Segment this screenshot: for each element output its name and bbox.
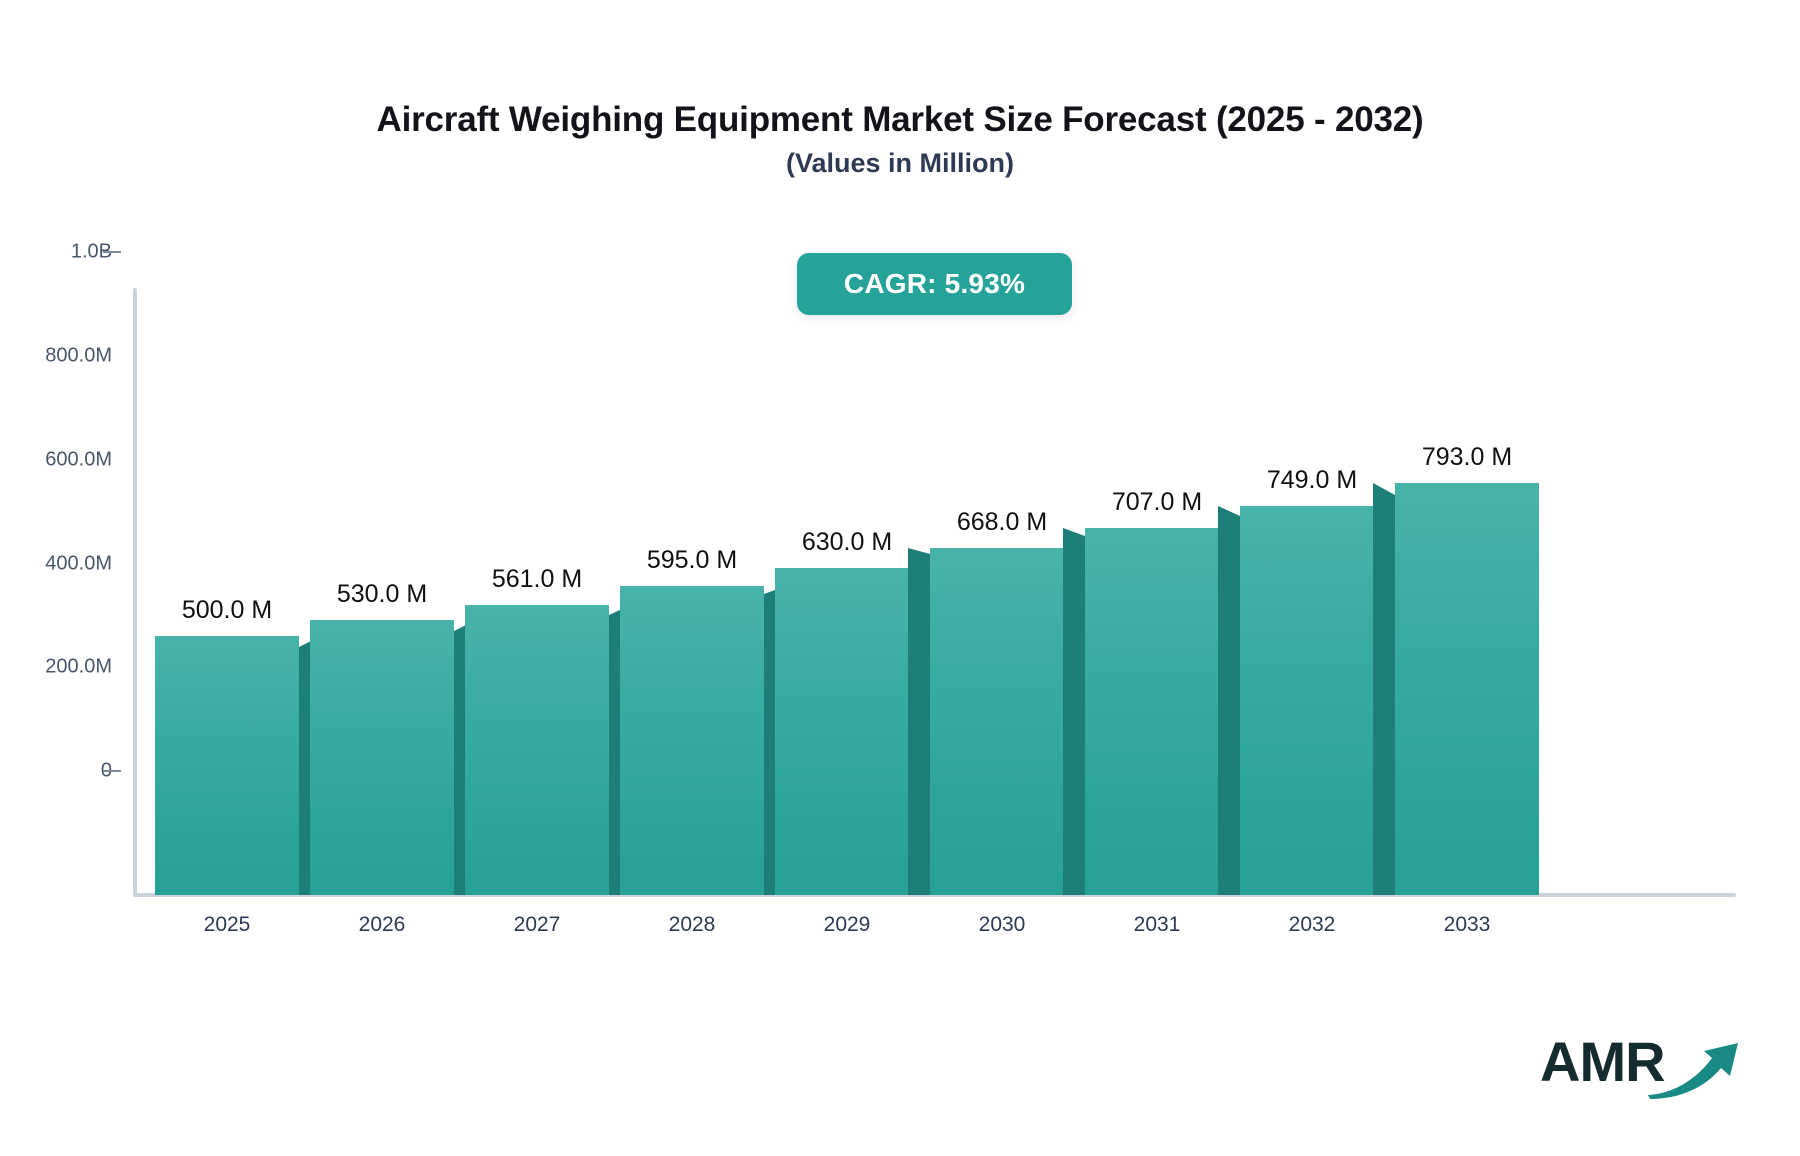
bar-side-2033 [1373, 483, 1395, 895]
bar-value-label-2028: 595.0 M [646, 546, 738, 574]
y-tick-mark-1 [103, 251, 121, 253]
bar-side-2032 [1218, 506, 1240, 895]
y-tick-label-2: 800.0M [45, 344, 112, 367]
cagr-badge-label: CAGR: 5.93% [843, 268, 1026, 299]
bar-value-label-2030: 668.0 M [956, 508, 1048, 536]
x-tick-label-2030: 2030 [978, 913, 1026, 936]
bar-front-2028 [620, 586, 764, 895]
amr-logo: AMR [1540, 1030, 1740, 1110]
y-tick-label-3: 600.0M [45, 448, 112, 471]
bar-side-2031 [1063, 528, 1085, 895]
bar-front-2026 [310, 620, 454, 895]
y-axis-line [133, 288, 137, 895]
bar-value-label-2025: 500.0 M [181, 596, 273, 624]
bar-2026[interactable]: 530.0 M [310, 580, 476, 895]
x-tick-label-2025: 2025 [203, 913, 251, 936]
x-axis-line [133, 893, 1736, 897]
bar-2027[interactable]: 561.0 M [465, 565, 631, 895]
bar-value-label-2032: 749.0 M [1266, 466, 1358, 494]
bar-2031[interactable]: 707.0 M [1063, 488, 1229, 895]
bar-2030[interactable]: 668.0 M [908, 508, 1074, 895]
bar-front-2031 [1085, 528, 1229, 895]
cagr-badge: CAGR: 5.93% [797, 253, 1072, 315]
x-tick-label-2032: 2032 [1288, 913, 1336, 936]
chart-subtitle: (Values in Million) [785, 148, 1015, 178]
bar-front-2027 [465, 605, 609, 895]
chart-title: Aircraft Weighing Equipment Market Size … [376, 100, 1424, 139]
y-tick-label-1: 1.0B [70, 240, 112, 263]
y-tick-label-5: 200.0M [45, 655, 112, 678]
bar-front-2025 [155, 636, 299, 895]
bar-2033[interactable]: 793.0 M [1373, 443, 1539, 895]
bar-value-label-2027: 561.0 M [491, 565, 583, 593]
bar-value-label-2026: 530.0 M [336, 580, 428, 608]
x-tick-label-2026: 2026 [358, 913, 406, 936]
bar-2029[interactable]: 630.0 M [775, 528, 941, 895]
bar-2032[interactable]: 749.0 M [1218, 466, 1384, 895]
x-tick-label-2027: 2027 [513, 913, 561, 936]
x-tick-label-2029: 2029 [823, 913, 871, 936]
bar-side-2030 [908, 548, 930, 895]
bar-front-2033 [1395, 483, 1539, 895]
bar-value-label-2031: 707.0 M [1111, 488, 1203, 516]
bar-front-2032 [1240, 506, 1384, 895]
y-tick-label-4: 400.0M [45, 552, 112, 575]
bar-front-2030 [930, 548, 1074, 895]
bar-value-label-2029: 630.0 M [801, 528, 893, 556]
bar-front-2029 [775, 568, 919, 895]
bar-value-label-2033: 793.0 M [1421, 443, 1513, 471]
growth-arrow-icon [1648, 1043, 1738, 1099]
y-tick-mark-6 [103, 770, 121, 772]
x-tick-label-2033: 2033 [1443, 913, 1491, 936]
x-tick-label-2028: 2028 [668, 913, 716, 936]
amr-logo-text: AMR [1540, 1030, 1666, 1093]
bar-2028[interactable]: 595.0 M [620, 546, 786, 895]
bar-2025[interactable]: 500.0 M [155, 596, 321, 895]
x-tick-label-2031: 2031 [1133, 913, 1181, 936]
